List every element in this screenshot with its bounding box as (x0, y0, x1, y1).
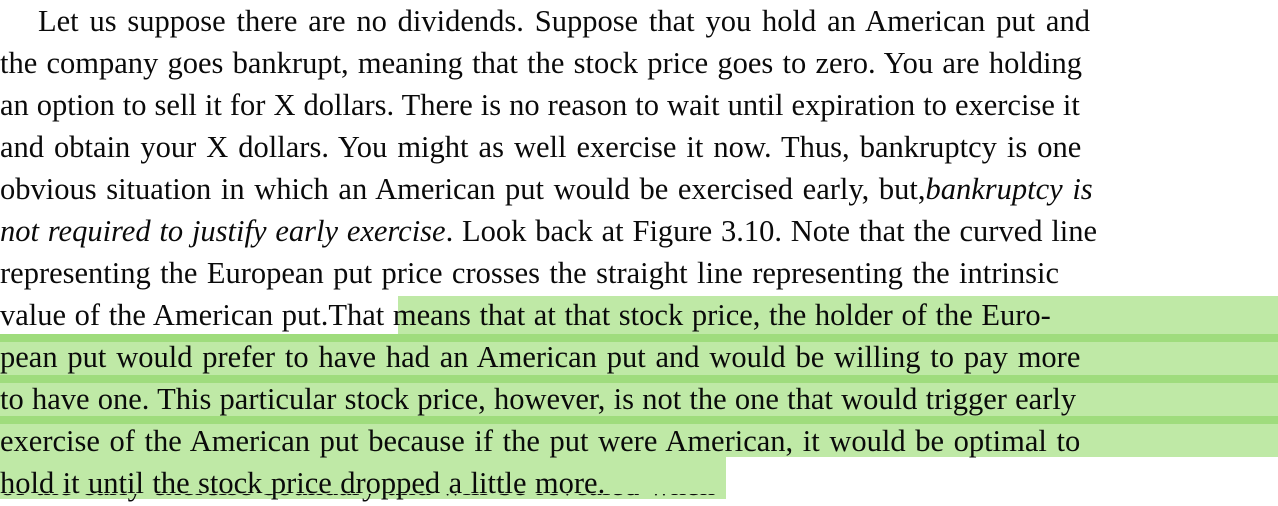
text-run: representing the European put price cros… (0, 256, 1060, 290)
text-run: obvious situation in which an American p… (0, 172, 926, 206)
highlighted-text-run: exercise of the American put because if … (0, 424, 1081, 458)
text-line-content: obvious situation in which an American p… (0, 168, 1278, 210)
highlight-band (0, 424, 1278, 457)
text-line: an option to sell it for X dollars. Ther… (0, 84, 1278, 126)
text-line: and obtain your X dollars. You might as … (0, 126, 1278, 168)
text-line-content: an option to sell it for X dollars. Ther… (0, 84, 1278, 126)
text-line-content: Let us suppose there are no dividends. S… (0, 0, 1278, 42)
text-line-content: of the early exercise boundary and will … (0, 494, 1278, 506)
text-run: value of the American put. (0, 298, 329, 332)
text-line: Let us suppose there are no dividends. S… (0, 0, 1278, 42)
text-line-content: not required to justify early exercise. … (0, 210, 1278, 252)
text-line-content: value of the American put. That means th… (0, 294, 1278, 336)
text-line-content: pean put would prefer to have had an Ame… (0, 336, 1278, 378)
text-line: not required to justify early exercise. … (0, 210, 1278, 252)
highlight-band (0, 383, 1278, 416)
text-run: Let us suppose there are no dividends. S… (38, 4, 1090, 38)
text-run: . Look back at Figure 3.10. Note that th… (445, 214, 1098, 248)
text-line-content: representing the European put price cros… (0, 252, 1278, 294)
text-line: obvious situation in which an American p… (0, 168, 1278, 210)
text-line: exercise of the American put because if … (0, 420, 1278, 462)
text-line-content: the company goes bankrupt, meaning that … (0, 42, 1278, 84)
highlight-band (0, 416, 1278, 424)
text-line-content: exercise of the American put because if … (0, 420, 1278, 462)
text-line: representing the European put price cros… (0, 252, 1278, 294)
text-line-content: and obtain your X dollars. You might as … (0, 126, 1278, 168)
text-line-content: to have one. This particular stock price… (0, 378, 1278, 420)
text-run: and obtain your X dollars. You might as … (0, 130, 1082, 164)
highlight-band (0, 375, 1278, 383)
clipped-next-line: of the early exercise boundary and will … (0, 494, 1278, 506)
highlighted-text-run: That means that at that stock price, the… (328, 298, 1051, 332)
text-run: not required to justify early exercise (0, 214, 446, 248)
text-run: of the early exercise boundary and will … (0, 494, 715, 506)
text-run: bankruptcy is (925, 172, 1093, 206)
highlight-band (0, 342, 1278, 375)
text-line-content: hold it until the stock price dropped a … (0, 462, 1278, 504)
text-line: the company goes bankrupt, meaning that … (0, 42, 1278, 84)
text-run: the company goes bankrupt, meaning that … (0, 46, 1083, 80)
text-line: pean put would prefer to have had an Ame… (0, 336, 1278, 378)
highlight-band (398, 296, 1278, 334)
highlight-band (0, 457, 726, 499)
highlight-band (0, 334, 1278, 342)
text-line: value of the American put. That means th… (0, 294, 1278, 336)
highlighted-text-run: hold it until the stock price dropped a … (0, 466, 606, 500)
text-line: hold it until the stock price dropped a … (0, 462, 1278, 504)
highlighted-text-run: pean put would prefer to have had an Ame… (0, 340, 1081, 374)
highlighted-text-run: to have one. This particular stock price… (0, 382, 1077, 416)
text-run: an option to sell it for X dollars. Ther… (0, 88, 1080, 122)
text-line: to have one. This particular stock price… (0, 378, 1278, 420)
